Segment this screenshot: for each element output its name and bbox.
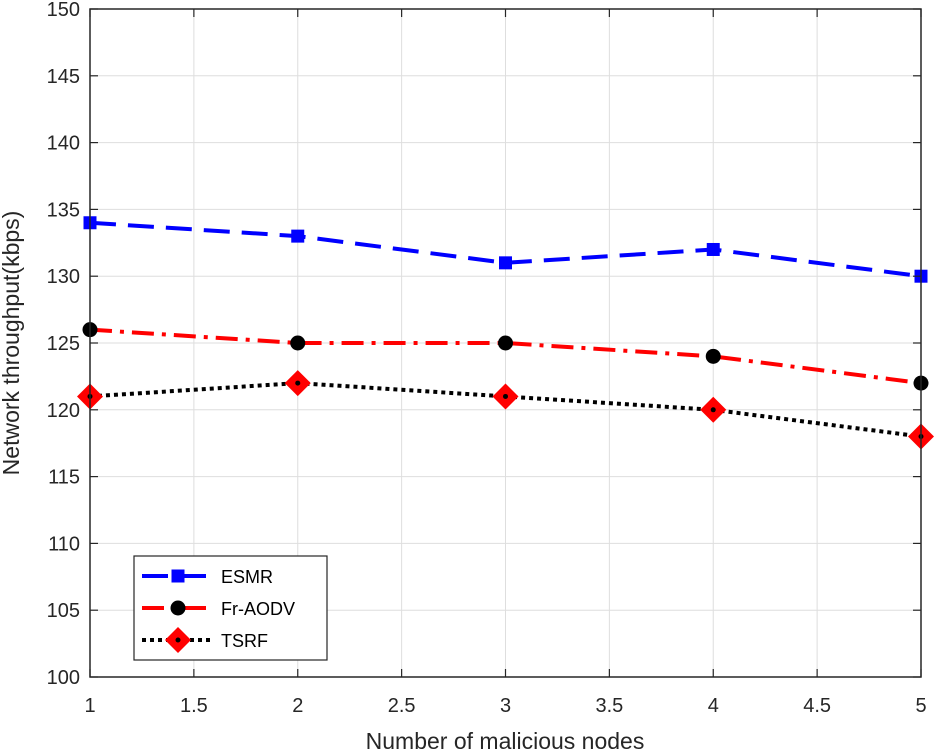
legend-item: Fr-AODV <box>142 599 295 619</box>
y-tick-label: 150 <box>47 0 80 21</box>
diamond-center-dot <box>175 637 181 643</box>
data-point <box>291 229 305 243</box>
series-esmr <box>83 216 928 283</box>
y-tick-label: 115 <box>48 467 80 489</box>
series-line <box>89 220 922 279</box>
legend-label: TSRF <box>221 631 268 651</box>
diamond-center-dot <box>710 407 716 413</box>
x-tick-label: 4 <box>708 695 719 717</box>
data-point <box>492 383 519 410</box>
x-tick-label: 2.5 <box>388 695 416 717</box>
x-tick-label: 1.5 <box>180 695 208 717</box>
x-tick-label: 4.5 <box>803 695 831 717</box>
y-tick-label: 135 <box>47 199 80 221</box>
x-tick-label: 5 <box>915 695 926 717</box>
x-tick-label: 3 <box>500 695 511 717</box>
data-point <box>499 256 512 270</box>
series-line <box>89 327 922 386</box>
data-point <box>498 335 513 351</box>
data-point <box>706 242 720 256</box>
data-point <box>284 370 311 397</box>
y-tick-label: 120 <box>47 400 80 422</box>
data-point <box>290 335 306 351</box>
y-tick-label: 125 <box>47 333 80 355</box>
x-tick-label: 2 <box>292 695 303 717</box>
x-tick-label: 3.5 <box>595 695 623 717</box>
ticks: 1 1.5 2 2.5 3 3.5 4 4.5 5 100 105 110 115 120 125 130 13… <box>47 0 927 717</box>
data-point <box>700 396 727 423</box>
y-tick-label: 145 <box>47 66 80 88</box>
legend-box <box>133 555 328 661</box>
y-tick-label: 105 <box>47 600 80 622</box>
y-tick-label: 130 <box>47 266 80 288</box>
x-tick-label: 1 <box>84 695 95 717</box>
y-tick-label: 100 <box>47 667 80 689</box>
y-tick-label: 110 <box>48 533 80 555</box>
y-tick-label: 140 <box>47 133 80 155</box>
legend-marker <box>170 600 186 616</box>
legend-item: TSRF <box>142 627 268 653</box>
legend: ESMR Fr-AODV TSRF <box>133 555 328 661</box>
legend-item: ESMR <box>142 567 273 587</box>
legend-marker <box>171 569 185 583</box>
legend-label: ESMR <box>221 567 273 587</box>
y-axis-title: Network throughput(kbps) <box>0 211 24 476</box>
data-point <box>705 348 721 364</box>
diamond-center-dot <box>295 380 301 386</box>
x-axis-title: Number of malicious nodes <box>366 728 645 754</box>
legend-label: Fr-AODV <box>221 599 295 619</box>
diamond-center-dot <box>503 393 508 399</box>
legend-marker <box>165 627 191 653</box>
